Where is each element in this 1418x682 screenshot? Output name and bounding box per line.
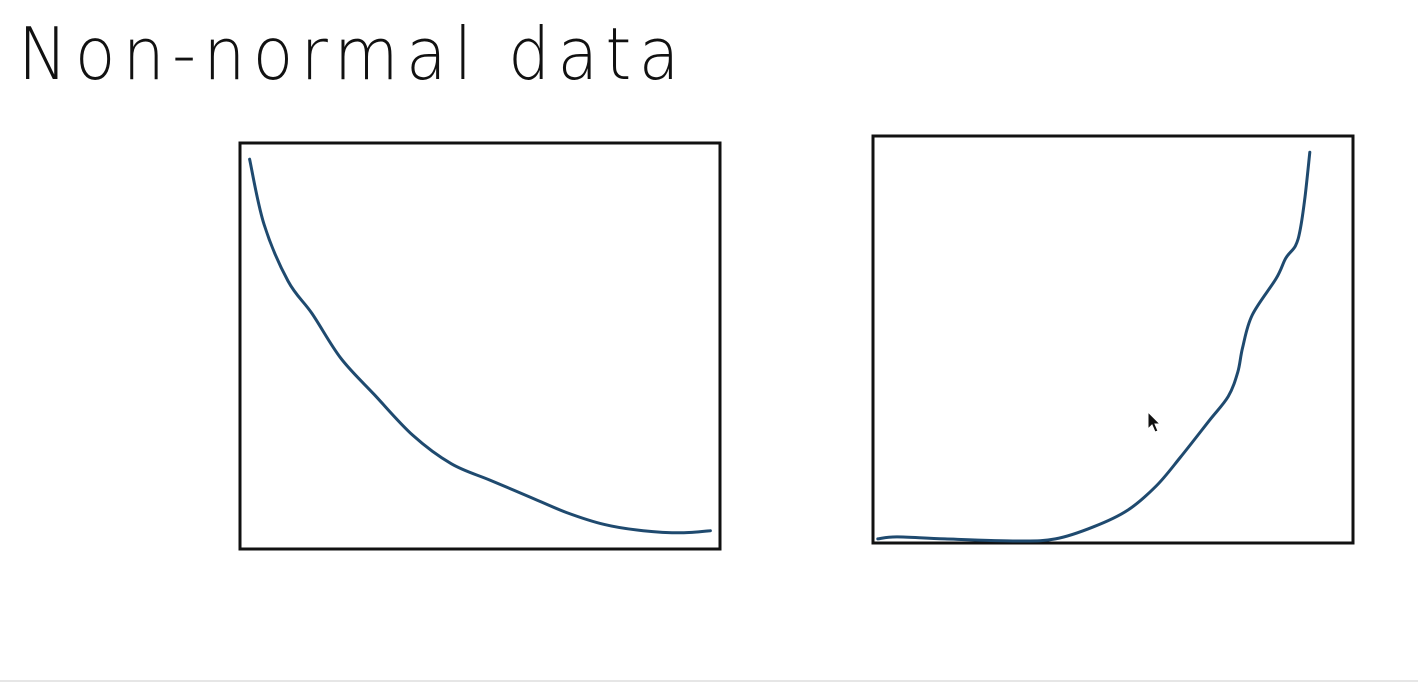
arrow-pointer-icon xyxy=(1147,410,1162,433)
bottom-divider xyxy=(0,680,1418,682)
left-plot-frame xyxy=(238,141,722,551)
left-plot-curve xyxy=(248,157,712,535)
right-plot-curve xyxy=(876,150,1312,543)
left-plot xyxy=(238,141,722,551)
right-plot-frame xyxy=(871,134,1355,545)
page-title: Non-normal data xyxy=(18,12,687,96)
right-plot xyxy=(871,134,1355,545)
